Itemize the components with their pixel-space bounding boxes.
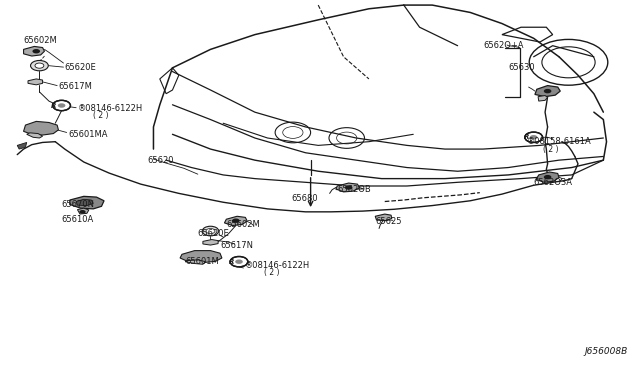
Text: 65617M: 65617M (58, 82, 92, 91)
Text: 65620E: 65620E (65, 63, 97, 72)
Text: R: R (51, 103, 57, 109)
Circle shape (33, 49, 40, 54)
Text: 6562O+A: 6562O+A (483, 41, 524, 50)
Text: 65620: 65620 (147, 155, 173, 165)
Text: 65601MA: 65601MA (68, 130, 108, 139)
Polygon shape (538, 96, 548, 101)
Circle shape (530, 135, 538, 140)
Circle shape (544, 89, 552, 93)
Text: ®08146-6122H: ®08146-6122H (77, 104, 143, 113)
Text: J656008B: J656008B (584, 347, 628, 356)
Circle shape (35, 63, 44, 68)
Polygon shape (180, 251, 222, 263)
Text: 65620E: 65620E (198, 230, 230, 238)
Text: ( 2 ): ( 2 ) (543, 145, 559, 154)
Circle shape (79, 210, 86, 214)
Polygon shape (24, 121, 58, 135)
Circle shape (345, 185, 353, 190)
Text: 65670N: 65670N (61, 200, 95, 209)
Circle shape (31, 61, 48, 71)
Circle shape (236, 260, 243, 264)
Text: 65630: 65630 (508, 63, 535, 72)
Polygon shape (17, 142, 27, 149)
Polygon shape (77, 208, 89, 214)
Text: ®08158-6161A: ®08158-6161A (527, 137, 592, 146)
Polygon shape (536, 172, 559, 182)
Polygon shape (76, 199, 93, 206)
Polygon shape (70, 196, 104, 209)
Polygon shape (28, 79, 43, 85)
Polygon shape (185, 260, 205, 264)
Circle shape (232, 218, 239, 223)
Polygon shape (225, 216, 247, 225)
Circle shape (230, 257, 248, 267)
Text: 65680: 65680 (292, 195, 318, 203)
Text: 65625: 65625 (375, 217, 402, 225)
Polygon shape (24, 46, 44, 56)
Text: 65601M: 65601M (185, 257, 219, 266)
Circle shape (202, 226, 219, 236)
Text: 65617N: 65617N (220, 241, 253, 250)
Circle shape (544, 175, 552, 179)
Text: R: R (228, 259, 234, 265)
Text: 6562OB: 6562OB (337, 185, 371, 194)
Text: ®08146-6122H: ®08146-6122H (245, 261, 310, 270)
Text: 65602M: 65602M (227, 220, 260, 229)
Circle shape (58, 103, 65, 108)
Polygon shape (203, 240, 218, 245)
Circle shape (52, 100, 70, 111)
Polygon shape (535, 86, 560, 97)
Polygon shape (27, 133, 43, 138)
Polygon shape (336, 183, 360, 192)
Text: 65610A: 65610A (61, 215, 94, 224)
Text: R: R (524, 134, 529, 140)
Text: ( 2 ): ( 2 ) (264, 268, 280, 277)
Circle shape (206, 228, 215, 234)
Circle shape (525, 132, 543, 142)
Polygon shape (375, 214, 392, 221)
Text: 65602M: 65602M (24, 36, 58, 45)
Text: 6562O3A: 6562O3A (534, 178, 573, 187)
Text: ( 2 ): ( 2 ) (93, 111, 109, 121)
